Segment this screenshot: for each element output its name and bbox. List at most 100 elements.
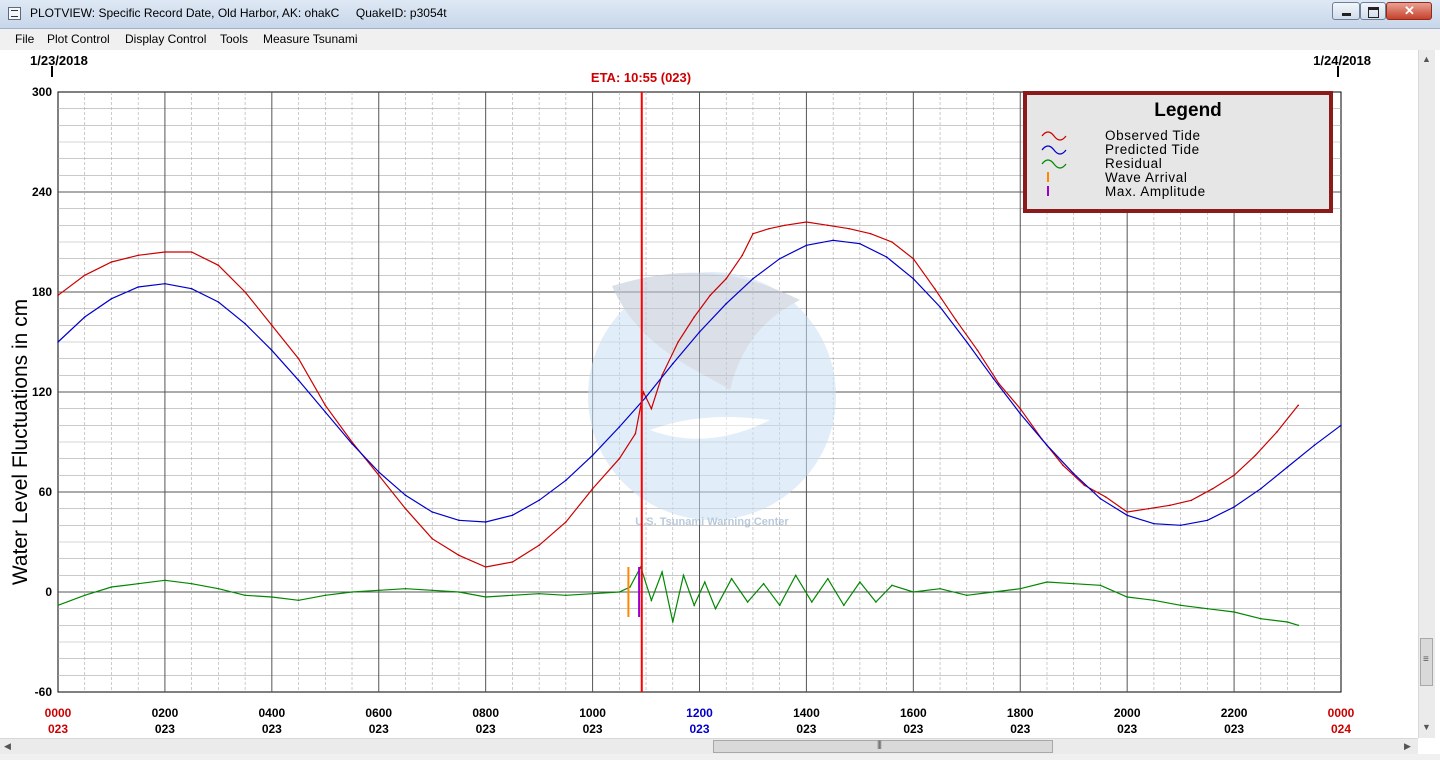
data-point-observed-tide: [57, 294, 59, 297]
data-point-predicted-tide: [164, 282, 166, 285]
data-point-residual: [538, 592, 540, 595]
menu-plot-control[interactable]: Plot Control: [47, 32, 110, 46]
data-point-observed-tide: [164, 251, 166, 253]
menu-display-control[interactable]: Display Control: [125, 32, 207, 46]
data-point-observed-tide: [1062, 464, 1064, 467]
scroll-down-arrow-icon[interactable]: ▼: [1422, 722, 1431, 732]
event-markers: [627, 92, 643, 692]
menu-bar: File Plot Control Display Control Tools …: [0, 29, 1440, 50]
data-point-residual: [1099, 584, 1102, 587]
data-point-residual: [693, 604, 695, 607]
x-tick-time-label: 1000: [579, 706, 606, 720]
data-point-observed-tide: [912, 257, 915, 260]
data-point-predicted-tide: [591, 454, 594, 457]
y-tick-label: -60: [35, 685, 53, 699]
data-point-predicted-tide: [778, 257, 781, 260]
scroll-up-arrow-icon[interactable]: ▲: [1422, 54, 1431, 64]
scroll-right-arrow-icon[interactable]: ▶: [1404, 741, 1411, 751]
data-point-residual: [565, 594, 567, 597]
data-point-observed-tide: [511, 561, 514, 563]
data-point-observed-tide: [677, 341, 679, 343]
legend-item-label: Predicted Tide: [1105, 142, 1200, 157]
data-point-observed-tide: [1254, 454, 1257, 457]
x-tick-time-label: 2000: [1114, 706, 1141, 720]
data-point-predicted-tide: [538, 499, 540, 502]
data-point-residual: [1233, 611, 1235, 613]
x-tick-time-label: 0800: [472, 706, 499, 720]
data-point-observed-tide: [1083, 484, 1086, 487]
horizontal-scroll-thumb[interactable]: [713, 739, 1053, 753]
eta-label: ETA: 10:55 (023): [591, 70, 691, 85]
data-point-observed-tide: [693, 316, 695, 318]
data-point-residual: [458, 591, 460, 593]
data-point-observed-tide: [1019, 407, 1022, 410]
data-point-residual: [190, 582, 193, 585]
data-point-residual: [629, 586, 631, 588]
data-point-predicted-tide: [324, 411, 327, 413]
legend-wave-icon: [1041, 145, 1067, 155]
x-tick-day-label: 023: [689, 722, 709, 736]
data-point-predicted-tide: [1286, 466, 1289, 468]
data-point-predicted-tide: [1046, 444, 1048, 447]
data-point-observed-tide: [933, 287, 936, 290]
data-point-residual: [324, 594, 327, 597]
data-point-observed-tide: [217, 264, 220, 267]
data-point-residual: [511, 594, 514, 597]
data-point-observed-tide: [83, 274, 86, 277]
series-lines: [57, 221, 1342, 627]
vertical-scrollbar[interactable]: ▲ ▼: [1418, 50, 1435, 738]
data-point-residual: [730, 577, 733, 580]
data-point-predicted-tide: [297, 379, 300, 382]
data-point-residual: [431, 589, 434, 592]
data-point-observed-tide: [404, 507, 407, 510]
close-button[interactable]: [1386, 2, 1432, 20]
data-point-residual: [859, 581, 861, 583]
data-point-observed-tide: [891, 241, 893, 243]
data-point-predicted-tide: [271, 349, 273, 352]
legend-item-label: Max. Amplitude: [1105, 184, 1206, 199]
data-point-observed-tide: [538, 544, 540, 547]
scroll-left-arrow-icon[interactable]: ◀: [4, 741, 11, 751]
legend-wave-icon: [1041, 159, 1067, 169]
maximize-button[interactable]: [1360, 2, 1386, 20]
x-tick-day-label: 023: [48, 722, 68, 736]
x-tick-time-label: 0200: [152, 706, 179, 720]
data-point-residual: [661, 571, 663, 573]
data-point-observed-tide: [827, 224, 829, 227]
data-point-predicted-tide: [431, 511, 434, 513]
data-point-predicted-tide: [511, 514, 514, 517]
data-point-observed-tide: [297, 357, 300, 360]
data-point-residual: [618, 591, 621, 593]
data-point-predicted-tide: [645, 396, 647, 398]
menu-tools[interactable]: Tools: [220, 32, 249, 46]
horizontal-scrollbar[interactable]: ◀ ▶: [0, 738, 1418, 755]
x-tick-day-label: 023: [583, 722, 603, 736]
data-point-residual: [746, 601, 749, 603]
data-point-residual: [794, 574, 797, 577]
window-titlebar[interactable]: PLOTVIEW: Specific Record Date, Old Harb…: [0, 0, 1440, 29]
data-point-residual: [682, 574, 685, 577]
y-tick-label: 180: [32, 285, 52, 299]
data-point-observed-tide: [752, 232, 754, 235]
window-title: PLOTVIEW: Specific Record Date, Old Harb…: [30, 6, 447, 20]
tide-chart[interactable]: U.S. Tsunami Warning Center 1/23/2018 1/…: [0, 50, 1418, 738]
menu-measure-tsunami[interactable]: Measure Tsunami: [263, 32, 358, 46]
minimize-button[interactable]: [1332, 2, 1360, 20]
x-tick-time-label: 1200: [686, 706, 713, 720]
data-point-residual: [1126, 596, 1128, 598]
data-point-residual: [912, 591, 915, 593]
data-point-observed-tide: [1190, 499, 1193, 502]
x-tick-day-label: 023: [155, 722, 175, 736]
data-point-observed-tide: [1104, 496, 1107, 498]
data-point-residual: [57, 604, 59, 607]
plot-area[interactable]: Water Level Fluctuations in cm U.S. Tsun…: [0, 50, 1418, 738]
y-tick-label: 120: [32, 385, 52, 399]
data-point-observed-tide: [634, 432, 637, 435]
vertical-scroll-thumb[interactable]: [1420, 638, 1433, 686]
menu-file[interactable]: File: [15, 32, 35, 46]
watermark-bird: [612, 272, 800, 390]
data-point-residual: [271, 596, 273, 598]
app-icon[interactable]: [8, 7, 21, 20]
legend-item-label: Observed Tide: [1105, 128, 1201, 143]
